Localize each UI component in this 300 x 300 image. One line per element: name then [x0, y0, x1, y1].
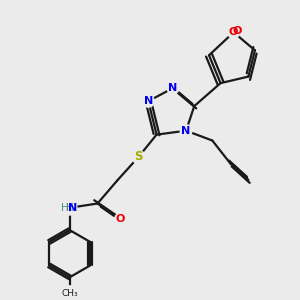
Circle shape [132, 150, 145, 164]
Text: CH₃: CH₃ [61, 289, 78, 298]
Circle shape [167, 82, 179, 94]
Text: N: N [68, 203, 77, 213]
Text: S: S [134, 150, 143, 164]
Circle shape [62, 286, 77, 300]
Text: H: H [66, 203, 74, 213]
Text: N: N [168, 83, 178, 93]
Circle shape [62, 201, 77, 215]
Text: H: H [61, 203, 69, 213]
Circle shape [228, 26, 239, 38]
Text: N: N [182, 126, 191, 136]
Circle shape [115, 213, 126, 225]
Text: O: O [229, 27, 238, 37]
Text: O: O [116, 214, 125, 224]
Text: O: O [232, 26, 242, 36]
Circle shape [142, 95, 154, 107]
Circle shape [180, 125, 192, 136]
Text: N: N [144, 96, 153, 106]
